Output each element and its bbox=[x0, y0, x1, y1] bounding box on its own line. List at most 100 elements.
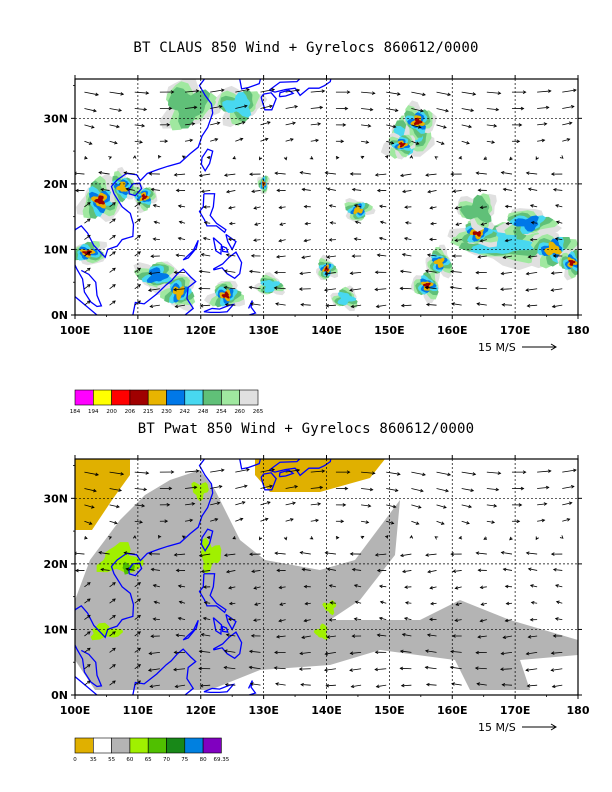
wind-vector-head bbox=[401, 253, 406, 257]
wind-vector-head bbox=[329, 221, 334, 225]
wind-vector bbox=[375, 288, 387, 291]
colorbar-swatch bbox=[239, 389, 259, 406]
wind-vector-head bbox=[292, 121, 296, 126]
wind-vector-head bbox=[417, 505, 422, 509]
wind-vector bbox=[451, 303, 462, 306]
wind-vector bbox=[210, 502, 220, 506]
wind-vector bbox=[386, 124, 396, 128]
wind-vector bbox=[537, 90, 551, 93]
y-tick-label: 10N bbox=[43, 243, 68, 256]
wind-vector bbox=[124, 172, 135, 175]
wind-vector bbox=[355, 221, 362, 224]
coastline bbox=[212, 237, 223, 256]
wind-vector-head bbox=[112, 267, 116, 272]
wind-vector bbox=[301, 255, 311, 259]
wind-vector bbox=[427, 190, 437, 193]
wind-vector bbox=[411, 140, 419, 145]
cloud-cell bbox=[398, 142, 406, 148]
wind-vector-head bbox=[374, 173, 379, 177]
wind-vector-head bbox=[202, 205, 207, 209]
colorbar-swatch bbox=[184, 737, 204, 754]
wind-vector-head bbox=[568, 501, 573, 506]
wind-vector bbox=[553, 189, 563, 191]
wind-vector bbox=[377, 634, 387, 637]
wind-vector-head bbox=[200, 253, 205, 257]
wind-vector-head bbox=[399, 553, 404, 558]
wind-vector-head bbox=[148, 172, 153, 176]
wind-vector bbox=[461, 488, 474, 492]
wind-vector-head bbox=[376, 568, 381, 573]
wind-vector bbox=[351, 304, 362, 308]
wind-vector-head bbox=[137, 218, 141, 222]
wind-vector-head bbox=[342, 503, 347, 507]
wind-vector-head bbox=[150, 187, 155, 192]
wind-vector bbox=[278, 619, 286, 622]
wind-vector bbox=[134, 300, 141, 306]
wind-vector bbox=[411, 91, 426, 96]
wind-vector bbox=[327, 188, 337, 191]
wind-vector-head bbox=[394, 488, 399, 493]
wind-vector-head bbox=[452, 254, 456, 258]
wind-vector bbox=[204, 222, 211, 224]
colorbar-swatch bbox=[74, 737, 94, 754]
wind-vector-head bbox=[141, 503, 146, 508]
wind-vector-head bbox=[399, 286, 404, 291]
wind-vector bbox=[505, 205, 513, 208]
wind-vector bbox=[386, 520, 394, 524]
wind-vector-head bbox=[148, 552, 153, 556]
wind-vector-head bbox=[466, 521, 470, 525]
wind-vector-head bbox=[87, 614, 91, 619]
wind-vector-head bbox=[173, 553, 178, 557]
wind-vector bbox=[210, 485, 222, 489]
wind-vector-head bbox=[112, 664, 116, 668]
wind-vector-head bbox=[276, 254, 280, 259]
wind-vector-head bbox=[566, 518, 571, 522]
ref-vector-label: 15 M/S bbox=[478, 341, 516, 354]
colorbar-swatch bbox=[74, 389, 94, 406]
wind-vector-head bbox=[191, 502, 196, 506]
wind-vector-head bbox=[501, 303, 506, 307]
wind-vector-head bbox=[248, 269, 253, 274]
wind-vector bbox=[354, 618, 362, 621]
wind-vector-head bbox=[529, 204, 534, 208]
wind-vector bbox=[235, 138, 243, 142]
wind-vector bbox=[279, 586, 286, 589]
wind-vector-head bbox=[75, 568, 79, 573]
wind-vector-head bbox=[349, 552, 354, 556]
wind-vector-head bbox=[403, 616, 408, 621]
wind-vector bbox=[276, 635, 286, 638]
wind-vector-head bbox=[239, 517, 244, 522]
wind-vector bbox=[250, 683, 261, 686]
wind-vector-head bbox=[475, 171, 480, 175]
colorbar-label: 200 bbox=[106, 409, 117, 415]
wind-vector-head bbox=[225, 189, 230, 194]
wind-vector-head bbox=[239, 137, 244, 142]
wind-vector bbox=[260, 485, 273, 489]
wind-vector bbox=[400, 553, 412, 557]
wind-vector-head bbox=[319, 105, 324, 110]
wind-vector-head bbox=[470, 488, 475, 493]
wind-vector bbox=[377, 254, 387, 257]
wind-vector bbox=[201, 190, 211, 193]
x-tick-label: 170E bbox=[500, 324, 530, 337]
wind-vector bbox=[310, 139, 319, 142]
wind-vector-head bbox=[491, 140, 496, 144]
wind-vector bbox=[260, 469, 275, 473]
wind-vector-head bbox=[227, 237, 232, 242]
wind-vector-head bbox=[402, 189, 406, 194]
wind-vector-head bbox=[275, 302, 279, 306]
wind-vector-head bbox=[150, 254, 154, 259]
wind-vector bbox=[562, 138, 570, 142]
wind-vector-head bbox=[251, 189, 255, 194]
wind-vector bbox=[285, 502, 296, 506]
wind-vector bbox=[134, 108, 147, 110]
wind-vector bbox=[300, 171, 311, 175]
wind-vector bbox=[562, 105, 574, 109]
wind-vector bbox=[199, 270, 211, 273]
wind-vector-head bbox=[480, 222, 485, 226]
x-tick-label: 150E bbox=[374, 324, 404, 337]
wind-vector bbox=[486, 504, 497, 507]
wind-vector-head bbox=[476, 302, 481, 306]
wind-vector bbox=[134, 598, 141, 604]
wind-vector bbox=[224, 270, 236, 273]
